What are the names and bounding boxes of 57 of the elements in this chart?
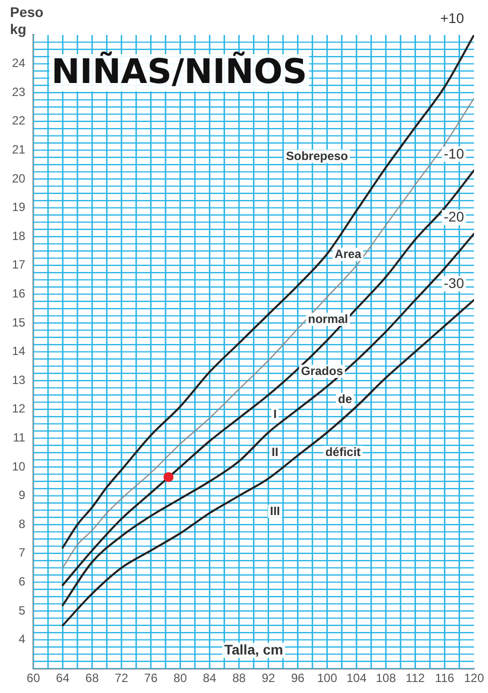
line-series bbox=[62, 98, 474, 568]
y-tick-label: 17 bbox=[12, 258, 26, 272]
x-tick-label: 104 bbox=[346, 671, 367, 686]
annotation: Grados bbox=[300, 364, 344, 378]
y-tick-label: 6 bbox=[18, 574, 26, 589]
x-axis-title: Talla, cm bbox=[224, 642, 284, 658]
annotation: Area bbox=[334, 247, 362, 261]
y-tick-label: 18 bbox=[12, 228, 26, 243]
line-series bbox=[62, 298, 474, 626]
text: NIÑAS/NIÑOS bbox=[51, 51, 308, 92]
x-tick-label: 116 bbox=[435, 671, 455, 686]
series-label: -20 bbox=[444, 208, 464, 225]
annotation: I bbox=[273, 407, 277, 421]
y-tick-label: 13 bbox=[12, 372, 26, 387]
annotation: de bbox=[338, 392, 352, 406]
line-series bbox=[62, 232, 474, 606]
annotation: Sobrepeso bbox=[286, 149, 348, 163]
annotation: déficit bbox=[325, 445, 361, 459]
x-tick-label: 100 bbox=[317, 671, 338, 686]
x-tick-label: 120 bbox=[464, 671, 484, 686]
x-tick-label: 84 bbox=[202, 671, 217, 686]
annotation: III bbox=[270, 504, 280, 518]
y-axis-title: Peso kg bbox=[10, 4, 44, 37]
x-tick-label: 112 bbox=[406, 671, 426, 686]
y-tick-label: 10 bbox=[12, 459, 26, 474]
y-tick-label: 4 bbox=[18, 632, 26, 646]
series-label: -10 bbox=[444, 145, 464, 162]
x-tick-label: 76 bbox=[144, 671, 158, 686]
x-tick-label: 68 bbox=[85, 671, 100, 686]
y-tick-label: 9 bbox=[18, 488, 26, 502]
y-tick-label: 21 bbox=[12, 142, 26, 157]
series-label: +10 bbox=[440, 10, 464, 26]
y-tick-label: 24 bbox=[12, 56, 26, 70]
x-tick-label: 88 bbox=[232, 671, 246, 686]
y-tick-label: 8 bbox=[18, 516, 26, 531]
y-tick-label: 14 bbox=[12, 344, 26, 358]
y-tick-label: 16 bbox=[12, 286, 26, 301]
annotation: II bbox=[272, 445, 278, 459]
x-tick-label: 60 bbox=[26, 671, 40, 686]
x-tick-label: 92 bbox=[262, 671, 276, 686]
x-tick-label: 80 bbox=[174, 671, 188, 686]
x-tick-label: 64 bbox=[56, 671, 70, 686]
line-series bbox=[62, 169, 474, 586]
x-tick-label: 108 bbox=[376, 671, 396, 686]
x-tick-label: 96 bbox=[291, 671, 305, 686]
y-tick-label: 20 bbox=[12, 171, 26, 186]
y-tick-label: 5 bbox=[18, 603, 26, 618]
x-tick-label: 72 bbox=[114, 671, 128, 686]
y-tick-label: 12 bbox=[12, 402, 26, 416]
y-tick-label: 15 bbox=[12, 315, 26, 330]
y-tick-label: 11 bbox=[12, 430, 26, 445]
y-tick-label: 22 bbox=[12, 114, 26, 128]
y-tick-label: 23 bbox=[12, 84, 26, 99]
series-label: -30 bbox=[444, 274, 464, 291]
y-tick-label: 7 bbox=[18, 546, 26, 560]
y-tick-label: 19 bbox=[12, 200, 26, 214]
annotation: normal bbox=[308, 312, 348, 326]
